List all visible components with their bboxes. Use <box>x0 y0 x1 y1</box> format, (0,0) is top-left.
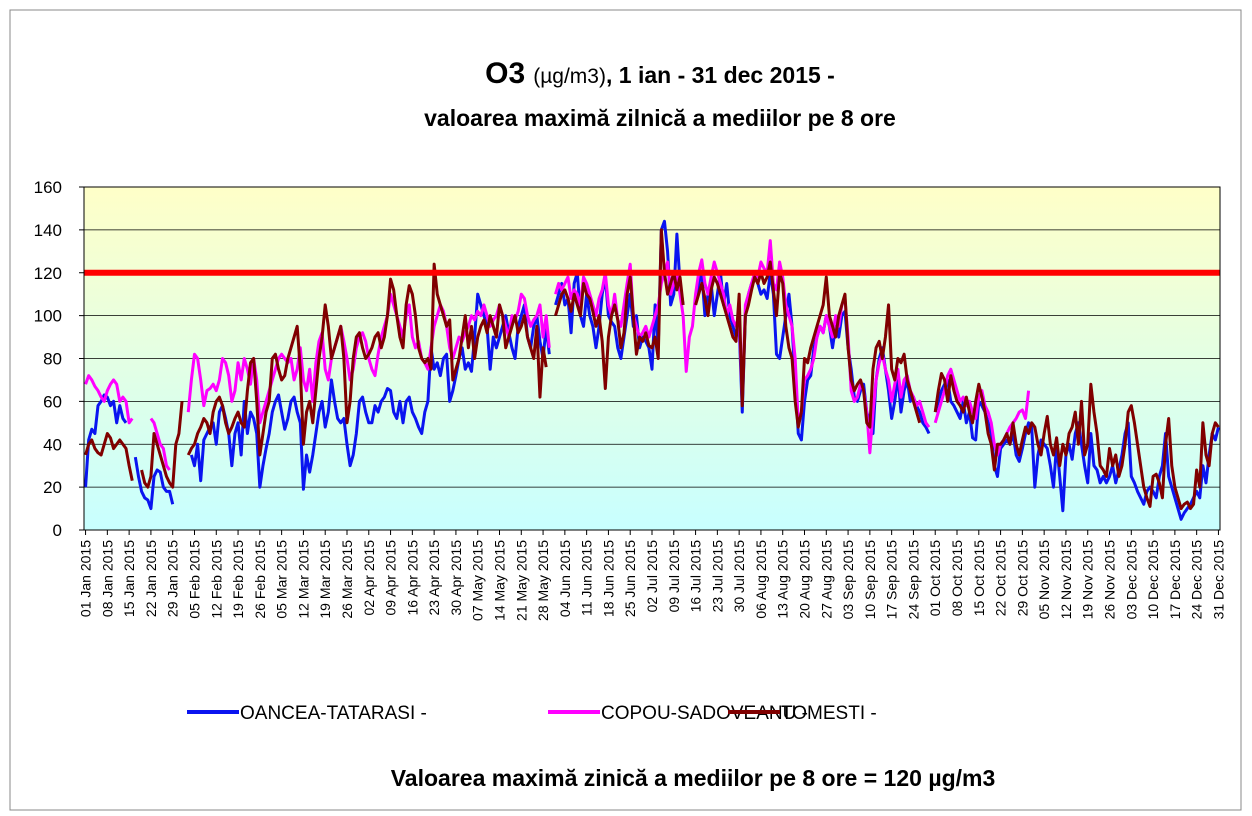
x-tick-label: 24 Sep 2015 <box>905 540 921 620</box>
y-tick-label: 60 <box>43 392 62 411</box>
x-tick-label: 01 Oct 2015 <box>927 540 943 616</box>
title-main: O3 <box>485 57 525 90</box>
y-tick-label: 120 <box>34 264 62 283</box>
x-tick-label: 10 Dec 2015 <box>1145 540 1161 620</box>
x-tick-label: 29 Oct 2015 <box>1014 540 1030 616</box>
legend-label: COPOU-SADOVEANU - <box>601 703 808 724</box>
x-tick-label: 15 Jan 2015 <box>121 540 137 617</box>
x-tick-label: 05 Feb 2015 <box>186 540 202 619</box>
x-tick-label: 21 May 2015 <box>513 540 529 621</box>
y-tick-label: 20 <box>43 478 62 497</box>
x-tick-label: 26 Nov 2015 <box>1102 540 1118 620</box>
x-tick-label: 07 May 2015 <box>470 540 486 621</box>
x-tick-label: 29 Jan 2015 <box>165 540 181 617</box>
x-tick-label: 20 Aug 2015 <box>797 540 813 619</box>
x-tick-label: 11 Jun 2015 <box>579 540 595 616</box>
y-tick-label: 100 <box>34 307 62 326</box>
y-tick-label: 80 <box>43 350 62 369</box>
x-tick-label: 03 Sep 2015 <box>840 540 856 620</box>
x-tick-label: 22 Oct 2015 <box>993 540 1009 616</box>
x-tick-label: 09 Apr 2015 <box>383 540 399 616</box>
x-tick-label: 16 Apr 2015 <box>404 540 420 616</box>
x-tick-label: 12 Mar 2015 <box>295 540 311 619</box>
x-tick-label: 09 Jul 2015 <box>666 540 682 613</box>
x-tick-label: 26 Feb 2015 <box>252 540 268 619</box>
x-tick-label: 23 Apr 2015 <box>426 540 442 616</box>
x-tick-label: 01 Jan 2015 <box>78 540 94 617</box>
chart-title: O3 (µg/m3), 1 ian - 31 dec 2015 - <box>485 57 835 90</box>
x-tick-label: 02 Apr 2015 <box>361 540 377 616</box>
title-unit: (µg/m3) <box>533 65 606 88</box>
x-tick-label: 06 Aug 2015 <box>753 540 769 619</box>
y-tick-label: 160 <box>34 178 62 197</box>
axes: 0 20 40 60 80 100 120 140 160 01 Jan 2015 08 Jan 2… <box>34 178 1227 621</box>
x-tick-label: 05 Nov 2015 <box>1036 540 1052 620</box>
legend: OANCEA-TATARASI - COPOU-SADOVEANU -TOMEST… <box>187 703 877 724</box>
x-tick-label: 12 Feb 2015 <box>208 540 224 619</box>
x-tick-label: 15 Oct 2015 <box>971 540 987 616</box>
y-tick-label: 0 <box>53 521 62 540</box>
x-tick-label: 30 Apr 2015 <box>448 540 464 616</box>
x-tick-label: 18 Jun 2015 <box>600 540 616 617</box>
x-tick-label: 26 Mar 2015 <box>339 540 355 619</box>
note: Valoarea maximă zinică a mediilor pe 8 o… <box>391 765 996 791</box>
x-tick-label: 19 Feb 2015 <box>230 540 246 619</box>
title-rest: , 1 ian - 31 dec 2015 - <box>606 62 835 88</box>
x-tick-label: 30 Jul 2015 <box>731 540 747 613</box>
x-tick-label: 17 Sep 2015 <box>884 540 900 620</box>
x-tick-label: 25 Jun 2015 <box>622 540 638 617</box>
x-tick-label: 28 May 2015 <box>535 540 551 621</box>
x-tick-label: 17 Dec 2015 <box>1167 540 1183 620</box>
x-tick-label: 19 Nov 2015 <box>1080 540 1096 620</box>
x-tick-label: 14 May 2015 <box>491 540 507 621</box>
series-line <box>84 228 1220 511</box>
x-tick-label: 24 Dec 2015 <box>1189 540 1205 620</box>
x-tick-label: 04 Jun 2015 <box>557 540 573 617</box>
series-line <box>84 239 1031 471</box>
x-tick-label: 02 Jul 2015 <box>644 540 660 613</box>
x-tick-label: 16 Jul 2015 <box>688 540 704 613</box>
x-tick-label: 13 Aug 2015 <box>775 540 791 619</box>
y-tick-label: 140 <box>34 221 62 240</box>
lines <box>84 219 1220 521</box>
x-tick-label: 08 Jan 2015 <box>99 540 115 617</box>
y-tick-label: 40 <box>43 435 62 454</box>
x-tick-label: 12 Nov 2015 <box>1058 540 1074 620</box>
x-tick-label: 22 Jan 2015 <box>143 540 159 617</box>
x-tick-label: 27 Aug 2015 <box>818 540 834 619</box>
x-tick-label: 23 Jul 2015 <box>709 540 725 613</box>
chart-subtitle: valoarea maximă zilnică a mediilor pe 8 … <box>424 105 896 131</box>
legend-label: TOMESTI - <box>781 703 877 724</box>
x-tick-label: 08 Oct 2015 <box>949 540 965 616</box>
x-tick-label: 05 Mar 2015 <box>274 540 290 619</box>
legend-label: OANCEA-TATARASI - <box>240 703 427 724</box>
x-tick-label: 31 Dec 2015 <box>1210 540 1226 620</box>
x-tick-label: 03 Dec 2015 <box>1123 540 1139 620</box>
x-tick-label: 19 Mar 2015 <box>317 540 333 619</box>
x-tick-label: 10 Sep 2015 <box>862 540 878 620</box>
